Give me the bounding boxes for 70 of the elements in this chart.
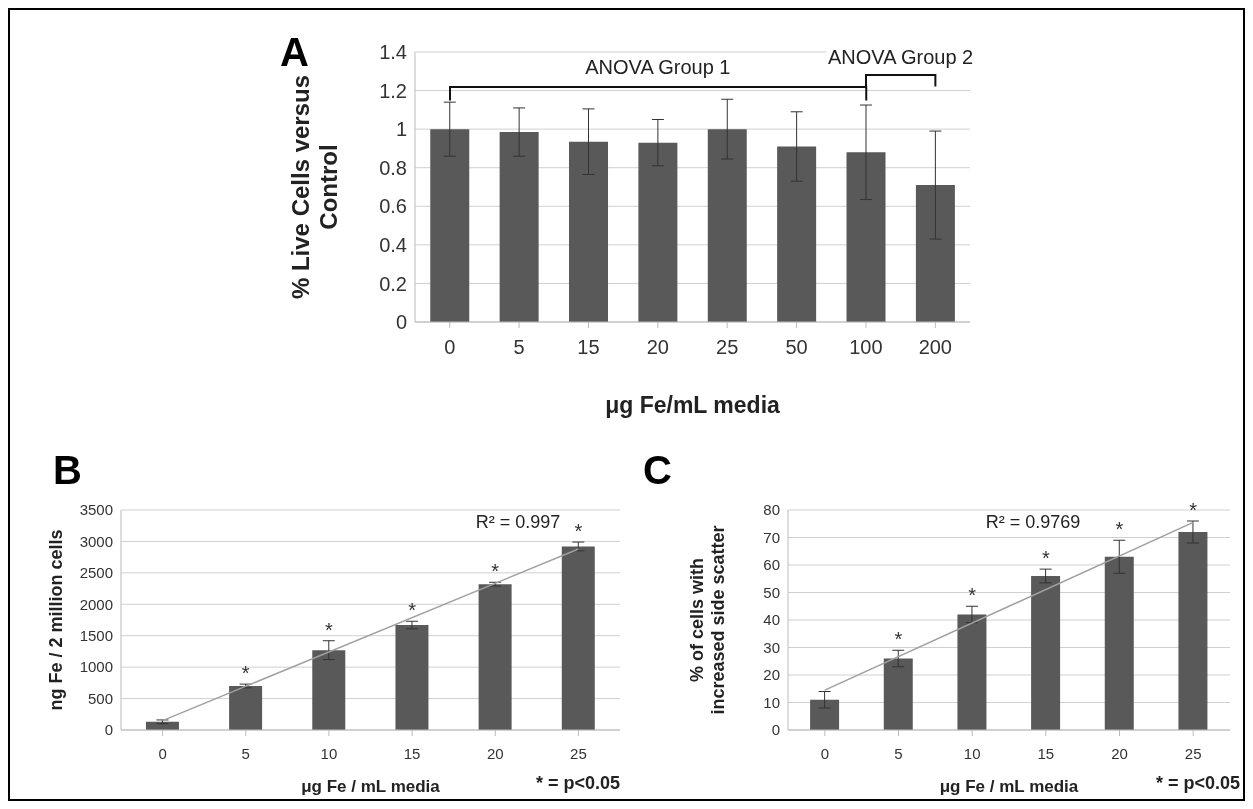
x-axis-title: μg Fe/mL media: [605, 392, 781, 418]
x-tick-label: 10: [320, 744, 338, 762]
y-tick-label: 1: [395, 118, 407, 141]
x-tick-label: 20: [1111, 744, 1128, 762]
annotation: *: [325, 618, 334, 641]
y-tick-label: 2000: [79, 595, 113, 613]
x-tick-label: 0: [158, 744, 167, 762]
x-tick-label: 5: [894, 744, 903, 762]
annotation: *: [968, 584, 977, 607]
y-tick-label: 3500: [79, 501, 113, 519]
y-tick-label: 40: [763, 611, 780, 629]
x-tick-label: 15: [1037, 744, 1055, 762]
annotation: ANOVA Group 2: [825, 46, 976, 70]
annotation: *: [491, 560, 500, 583]
x-tick-label: 50: [785, 336, 808, 359]
chart-title: A: [280, 30, 309, 74]
y-tick-label: 0.4: [379, 233, 407, 256]
y-tick-label: 0.2: [379, 272, 407, 295]
y-tick-label: 0: [771, 721, 780, 739]
y-tick-label: 80: [763, 501, 780, 519]
x-tick-label: 25: [716, 336, 739, 359]
y-tick-label: 20: [763, 666, 780, 684]
y-tick-label: 0: [104, 721, 113, 739]
annotation: *: [1115, 518, 1124, 541]
annotation: *: [894, 628, 903, 651]
y-tick-label: 70: [763, 528, 780, 546]
annotation: *: [1189, 499, 1198, 521]
x-tick-label: 10: [963, 744, 981, 762]
text: * = p<0.05: [1153, 773, 1242, 794]
x-tick-label: 100: [849, 336, 883, 359]
y-tick-label: 50: [763, 583, 780, 601]
y-tick-label: 1.2: [379, 79, 407, 102]
y-axis-title: % of cells with increased side scatter: [687, 524, 729, 717]
annotation: ANOVA Group 1: [581, 55, 735, 79]
x-tick-label: 0: [820, 744, 830, 762]
x-tick-label: 200: [918, 336, 952, 359]
y-tick-label: 10: [763, 693, 780, 711]
x-tick-label: 25: [1184, 744, 1202, 762]
x-axis-title: μg Fe / mL media: [939, 777, 1079, 796]
annotation: *: [574, 520, 583, 543]
y-tick-label: 3000: [79, 532, 113, 550]
y-tick-label: 60: [763, 556, 780, 574]
x-tick-label: 20: [646, 336, 669, 359]
annotation: *: [1041, 547, 1050, 570]
y-tick-label: 500: [87, 689, 113, 707]
annotation: *: [241, 662, 250, 685]
annotation: *: [408, 599, 417, 622]
y-tick-label: 0.6: [379, 195, 407, 218]
y-tick-label: 1500: [79, 627, 113, 645]
chart-title: C: [643, 448, 672, 492]
annotation: R² = 0.9769: [983, 512, 1083, 533]
x-tick-label: 5: [513, 336, 525, 359]
y-tick-label: 30: [763, 638, 780, 656]
y-axis-title: ng Fe / 2 million cells: [45, 528, 67, 713]
chart-title: B: [53, 448, 82, 492]
x-tick-label: 20: [486, 744, 504, 762]
y-tick-label: 0.8: [379, 156, 407, 179]
y-tick-label: 1.4: [379, 41, 407, 64]
y-tick-label: 2500: [79, 564, 113, 582]
y-tick-label: 1000: [79, 658, 113, 676]
x-tick-label: 25: [570, 744, 587, 762]
annotation: R² = 0.997: [473, 512, 563, 533]
text: * = p<0.05: [533, 773, 622, 794]
x-tick-label: 0: [444, 336, 456, 359]
x-axis-title: μg Fe / mL media: [301, 777, 441, 796]
x-tick-label: 15: [403, 744, 421, 762]
y-tick-label: 0: [395, 311, 407, 334]
y-axis-title: % Live Cells versus Control: [287, 74, 342, 300]
x-tick-label: 5: [241, 744, 250, 762]
x-tick-label: 15: [577, 336, 600, 359]
